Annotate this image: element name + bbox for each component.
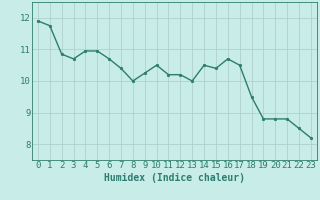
X-axis label: Humidex (Indice chaleur): Humidex (Indice chaleur) bbox=[104, 173, 245, 183]
